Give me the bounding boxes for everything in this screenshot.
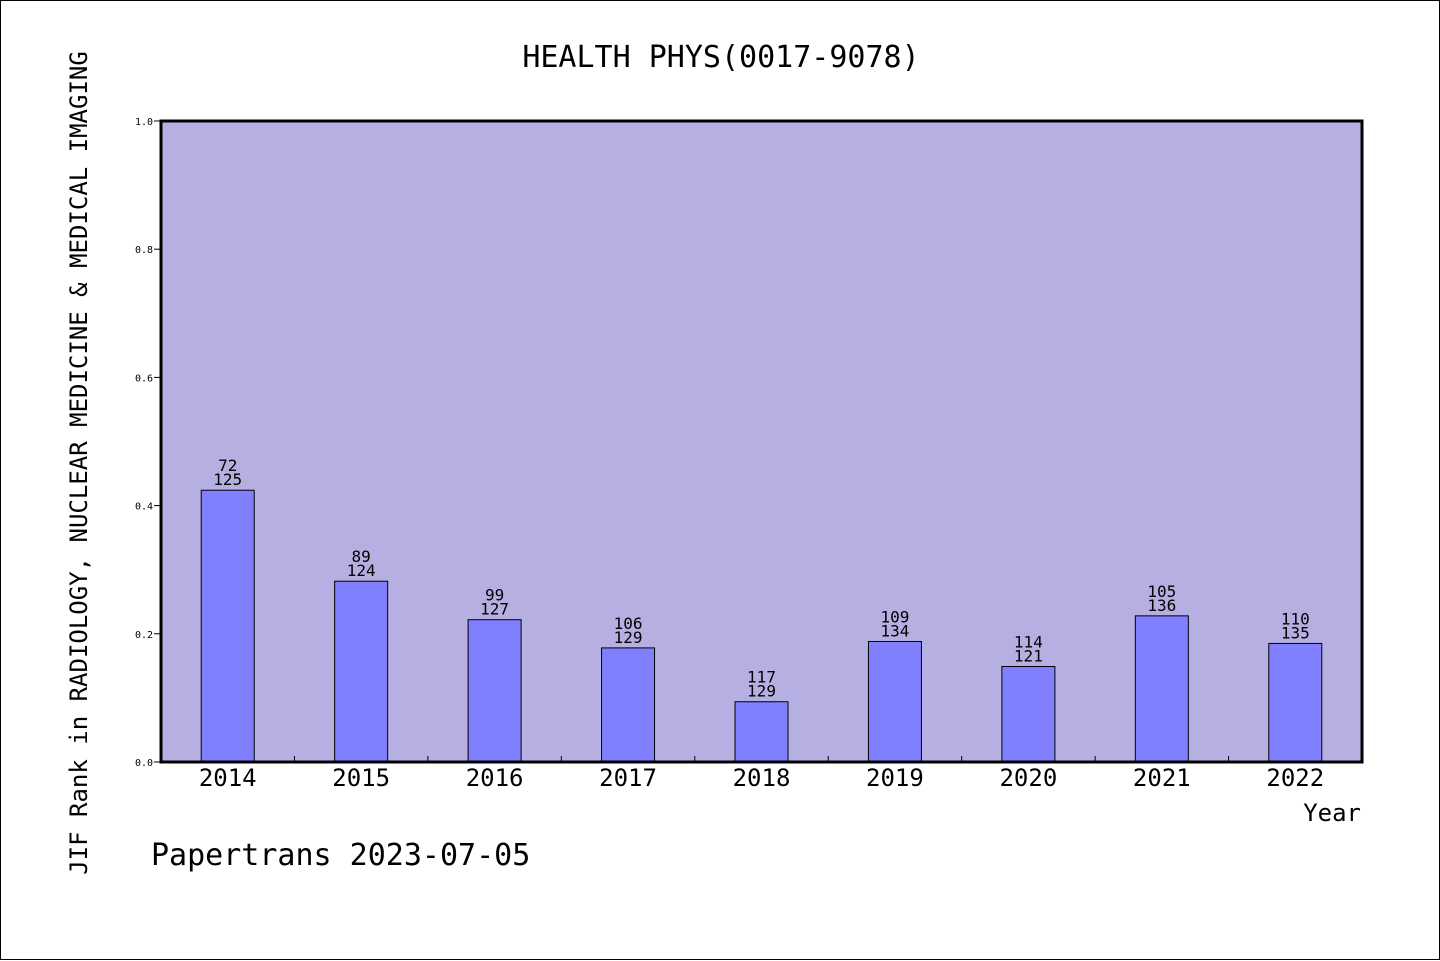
footer-credit: Papertrans 2023-07-05 [151, 838, 530, 873]
x-tick-label-2015: 2015 [332, 764, 390, 792]
bar-2017 [601, 647, 656, 763]
x-tick-label-2021: 2021 [1133, 764, 1191, 792]
bar-rank-label-2020: 114 [1014, 632, 1043, 651]
bar-rank-label-2022: 110 [1281, 609, 1310, 628]
bar-rank-label-2018: 117 [747, 668, 776, 687]
x-axis: 2014 2015 2016 2017 2018 2019 2020 2021 2022 [199, 756, 1324, 792]
x-tick-label-2018: 2018 [733, 764, 791, 792]
x-tick-label-2017: 2017 [599, 764, 657, 792]
bar-total-label-2022: 135 [1281, 623, 1310, 642]
bar-total-label-2014: 125 [213, 470, 242, 489]
plot-border [159, 119, 1364, 764]
bar-total-label-2019: 134 [880, 621, 909, 640]
bar-rank-label-2021: 105 [1147, 582, 1176, 601]
bar-2020 [1001, 665, 1056, 763]
bar-series [200, 489, 1323, 763]
bar-2021 [1134, 615, 1189, 763]
x-tick-label-2022: 2022 [1266, 764, 1324, 792]
bar-total-label-2017: 129 [614, 628, 643, 647]
bar-total-label-2015: 124 [347, 561, 376, 580]
bar-2014 [200, 489, 255, 763]
x-tick-label-2016: 2016 [466, 764, 524, 792]
y-tick-label: 0.8 [135, 245, 153, 256]
bar-rank-label-2017: 106 [614, 614, 643, 633]
y-tick-label: 0.4 [135, 502, 153, 513]
bar-labels: 7212589124991271061291171291091341141211… [213, 456, 1309, 701]
chart-title: HEALTH PHYS(0017-9078) [522, 40, 919, 75]
y-tick-label: 1.0 [135, 117, 153, 128]
bar-2019 [867, 640, 922, 763]
bar-2015 [334, 580, 389, 763]
bar-total-label-2020: 121 [1014, 646, 1043, 665]
y-axis-label: JIF Rank in RADIOLOGY, NUCLEAR MEDICINE … [65, 51, 93, 875]
x-tick-label-2019: 2019 [866, 764, 924, 792]
bar-rank-label-2014: 72 [218, 456, 237, 475]
bar-rank-label-2016: 99 [485, 586, 504, 605]
x-tick-label-2014: 2014 [199, 764, 257, 792]
x-tick-label-2020: 2020 [999, 764, 1057, 792]
bar-2022 [1268, 642, 1323, 763]
bar-rank-label-2019: 109 [880, 607, 909, 626]
y-tick-label: 0.0 [135, 758, 153, 769]
bar-total-label-2018: 129 [747, 682, 776, 701]
y-axis: 0.0 0.2 0.4 0.6 0.8 1.0 [135, 117, 161, 769]
x-axis-label: Year [1303, 799, 1361, 827]
bar-total-label-2021: 136 [1147, 596, 1176, 615]
bar-total-label-2016: 127 [480, 600, 509, 619]
bar-rank-label-2015: 89 [352, 547, 371, 566]
y-tick-label: 0.6 [135, 373, 153, 384]
bar-2016 [467, 619, 522, 763]
y-tick-label: 0.2 [135, 630, 153, 641]
bar-2018 [734, 701, 789, 763]
